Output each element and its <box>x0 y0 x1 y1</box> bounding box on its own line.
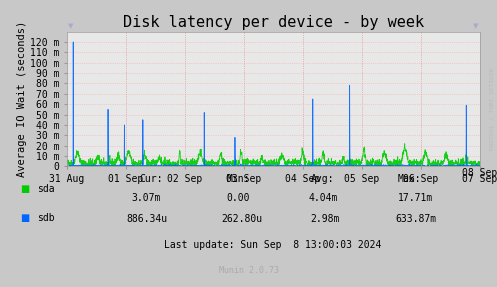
Text: ▼: ▼ <box>473 23 478 29</box>
Text: ■: ■ <box>20 184 29 194</box>
Text: 2.98m: 2.98m <box>311 214 340 224</box>
Text: Max:: Max: <box>398 174 421 184</box>
Text: 4.04m: 4.04m <box>308 193 337 203</box>
Text: Min:: Min: <box>226 174 249 184</box>
Text: Last update: Sun Sep  8 13:00:03 2024: Last update: Sun Sep 8 13:00:03 2024 <box>164 240 381 250</box>
Text: Cur:: Cur: <box>139 174 163 184</box>
Text: 886.34u: 886.34u <box>127 214 168 224</box>
Text: 633.87m: 633.87m <box>395 214 436 224</box>
Text: sdb: sdb <box>37 213 55 223</box>
Text: sda: sda <box>37 184 55 194</box>
Text: 262.80u: 262.80u <box>221 214 262 224</box>
Text: 0.00: 0.00 <box>226 193 249 203</box>
Text: RRDTOOL / TOBI OETIKER: RRDTOOL / TOBI OETIKER <box>490 68 495 150</box>
Text: ▼: ▼ <box>69 23 74 29</box>
Y-axis label: Average IO Wait (seconds): Average IO Wait (seconds) <box>17 21 27 177</box>
Text: 17.71m: 17.71m <box>398 193 433 203</box>
Text: Munin 2.0.73: Munin 2.0.73 <box>219 266 279 275</box>
Text: 3.07m: 3.07m <box>132 193 161 203</box>
Text: ■: ■ <box>20 213 29 223</box>
Title: Disk latency per device - by week: Disk latency per device - by week <box>123 15 424 30</box>
Text: 08 Sep: 08 Sep <box>462 168 497 178</box>
Text: Avg:: Avg: <box>311 174 334 184</box>
